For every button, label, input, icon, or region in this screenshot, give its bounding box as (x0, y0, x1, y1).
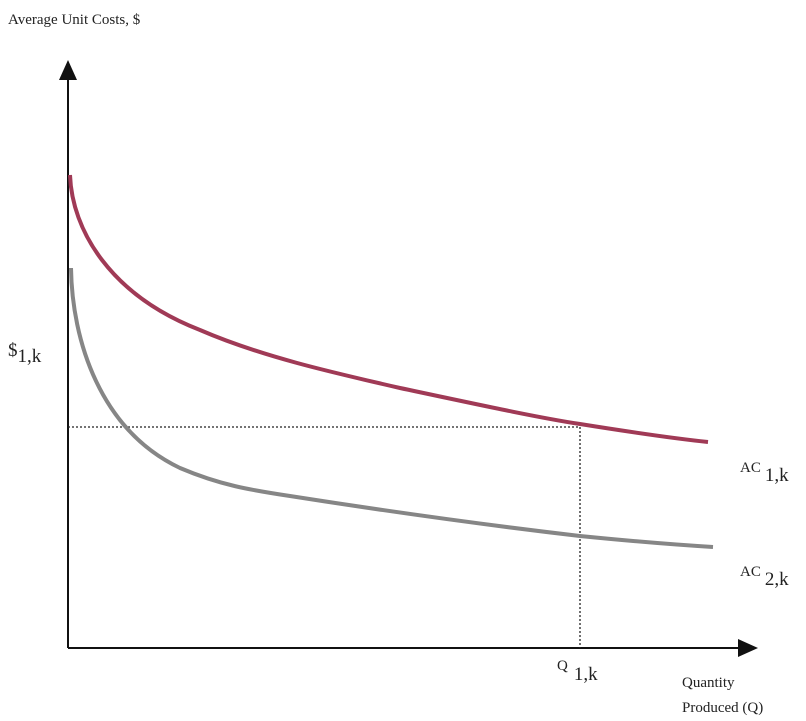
x-axis-title-line: Produced (Q) (682, 700, 763, 716)
ac1-label-main: AC (740, 460, 761, 476)
y-marker-sub: 1,k (18, 346, 42, 367)
y-axis-arrow (59, 60, 77, 80)
y-marker-main: $ (8, 340, 18, 361)
ac1-label: AC 1,k (740, 460, 789, 486)
y-axis-title: Average Unit Costs, $ (8, 12, 141, 28)
ac2-label-sub: 2,k (765, 569, 789, 590)
ac2-label: AC 2,k (740, 564, 789, 590)
ac2-label-main: AC (740, 564, 761, 580)
x-axis-arrow (738, 639, 758, 657)
ac1-curve (68, 174, 709, 444)
x-marker: Q 1,k (557, 658, 598, 685)
x-marker-sub: 1,k (574, 664, 598, 685)
y-marker: $1,k (8, 340, 42, 367)
ac1-label-sub: 1,k (765, 465, 789, 486)
x-axis-title-line: Quantity (682, 675, 735, 691)
ac2-curve (69, 267, 714, 549)
x-marker-main: Q (557, 658, 568, 674)
